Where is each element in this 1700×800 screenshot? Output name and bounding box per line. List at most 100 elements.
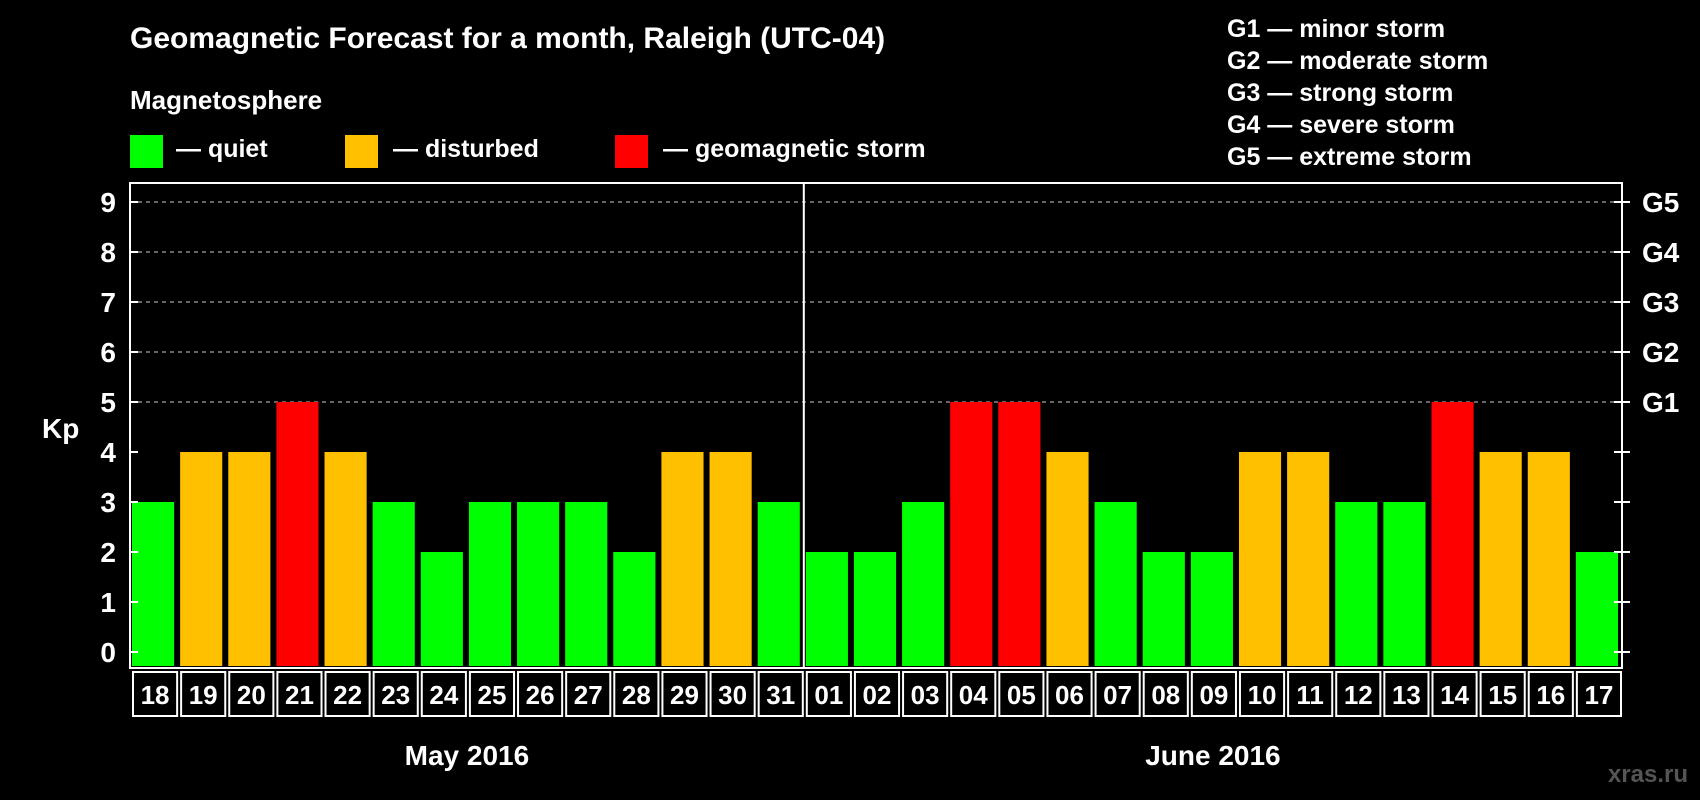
y-tick-label-8: 8 — [100, 237, 116, 268]
date-label-24: 24 — [429, 680, 458, 710]
g-legend-g2: G2 — moderate storm — [1227, 47, 1488, 75]
kp-bar-27 — [565, 502, 608, 666]
date-label-22: 22 — [333, 680, 362, 710]
date-box-27 — [1431, 671, 1478, 717]
kp-bar-19 — [180, 452, 223, 666]
y-tick-label-0: 0 — [100, 637, 116, 668]
date-box-28 — [1479, 671, 1526, 717]
legend-label-storm: — geomagnetic storm — [663, 135, 926, 163]
date-label-27: 27 — [574, 680, 603, 710]
kp-bar-26 — [517, 502, 560, 666]
date-box-2 — [228, 671, 275, 717]
date-box-13 — [757, 671, 804, 717]
date-label-17: 17 — [1584, 680, 1613, 710]
y-tick-label-7: 7 — [100, 287, 116, 318]
kp-bar-03 — [902, 502, 945, 666]
kp-bar-16 — [1527, 452, 1570, 666]
kp-bar-07 — [1094, 502, 1137, 666]
date-box-0 — [132, 671, 179, 717]
kp-bar-25 — [468, 502, 512, 666]
kp-bar-10 — [1238, 452, 1282, 666]
date-box-19 — [1046, 671, 1093, 717]
date-box-17 — [950, 671, 997, 717]
month-label-1: June 2016 — [1145, 740, 1280, 771]
date-label-14: 14 — [1440, 680, 1469, 710]
g-legend-g3: G3 — strong storm — [1227, 79, 1453, 107]
date-box-26 — [1383, 671, 1430, 717]
date-box-29 — [1527, 671, 1574, 717]
date-box-12 — [709, 671, 756, 717]
date-box-25 — [1335, 671, 1382, 717]
kp-bar-29 — [661, 452, 704, 666]
kp-bar-21 — [276, 402, 319, 666]
date-label-19: 19 — [189, 680, 218, 710]
kp-bar-01 — [805, 552, 848, 666]
date-box-6 — [420, 671, 467, 717]
date-label-10: 10 — [1248, 680, 1277, 710]
date-label-18: 18 — [141, 680, 170, 710]
date-label-25: 25 — [478, 680, 507, 710]
kp-bar-06 — [1046, 452, 1089, 666]
date-label-23: 23 — [381, 680, 410, 710]
date-box-14 — [805, 671, 852, 717]
y-tick-label-6: 6 — [100, 337, 116, 368]
legend-label-disturbed: — disturbed — [393, 135, 539, 163]
date-box-3 — [276, 671, 323, 717]
date-label-16: 16 — [1536, 680, 1565, 710]
y-tick-label-4: 4 — [100, 437, 116, 468]
date-label-21: 21 — [285, 680, 314, 710]
date-label-29: 29 — [670, 680, 699, 710]
legend-swatch-quiet — [130, 135, 163, 168]
kp-bar-17 — [1575, 552, 1618, 666]
date-label-12: 12 — [1344, 680, 1373, 710]
date-box-30 — [1575, 671, 1623, 717]
date-label-02: 02 — [863, 680, 892, 710]
date-box-1 — [180, 671, 227, 717]
kp-bar-31 — [757, 502, 800, 666]
y-tick-label-1: 1 — [100, 587, 116, 618]
right-tick-label-g2: G2 — [1642, 337, 1679, 368]
legend-swatch-disturbed — [345, 135, 378, 168]
date-label-05: 05 — [1007, 680, 1036, 710]
g-legend-g4: G4 — severe storm — [1227, 111, 1455, 139]
right-tick-label-g4: G4 — [1642, 237, 1680, 268]
kp-bar-24 — [420, 552, 463, 666]
y-axis-label: Kp — [42, 413, 79, 444]
kp-bar-11 — [1287, 452, 1330, 666]
date-box-7 — [468, 671, 516, 717]
kp-bar-05 — [998, 402, 1041, 666]
right-tick-label-g3: G3 — [1642, 287, 1679, 318]
kp-bar-18 — [132, 502, 175, 666]
kp-bar-28 — [613, 552, 656, 666]
date-box-8 — [517, 671, 564, 717]
kp-bar-13 — [1383, 502, 1426, 666]
month-label-0: May 2016 — [405, 740, 530, 771]
date-label-07: 07 — [1103, 680, 1132, 710]
watermark: xras.ru — [1608, 761, 1688, 788]
right-tick-label-g5: G5 — [1642, 187, 1679, 218]
g-legend-g1: G1 — minor storm — [1227, 15, 1445, 43]
y-tick-label-3: 3 — [100, 487, 116, 518]
kp-bar-14 — [1431, 402, 1474, 666]
date-label-20: 20 — [237, 680, 266, 710]
date-label-11: 11 — [1296, 680, 1324, 710]
date-box-18 — [998, 671, 1045, 717]
date-label-08: 08 — [1151, 680, 1180, 710]
date-box-23 — [1238, 671, 1286, 717]
legend-swatch-storm — [615, 135, 648, 168]
kp-bar-02 — [853, 552, 897, 666]
date-box-5 — [372, 671, 419, 717]
date-label-26: 26 — [526, 680, 555, 710]
date-box-16 — [902, 671, 949, 717]
date-box-21 — [1142, 671, 1189, 717]
kp-bar-08 — [1142, 552, 1185, 666]
date-box-10 — [613, 671, 660, 717]
date-label-15: 15 — [1488, 680, 1517, 710]
chart-title: Geomagnetic Forecast for a month, Raleig… — [130, 22, 885, 55]
y-tick-label-9: 9 — [100, 187, 116, 218]
y-tick-label-5: 5 — [100, 387, 116, 418]
kp-bar-22 — [324, 452, 367, 666]
date-label-28: 28 — [622, 680, 651, 710]
